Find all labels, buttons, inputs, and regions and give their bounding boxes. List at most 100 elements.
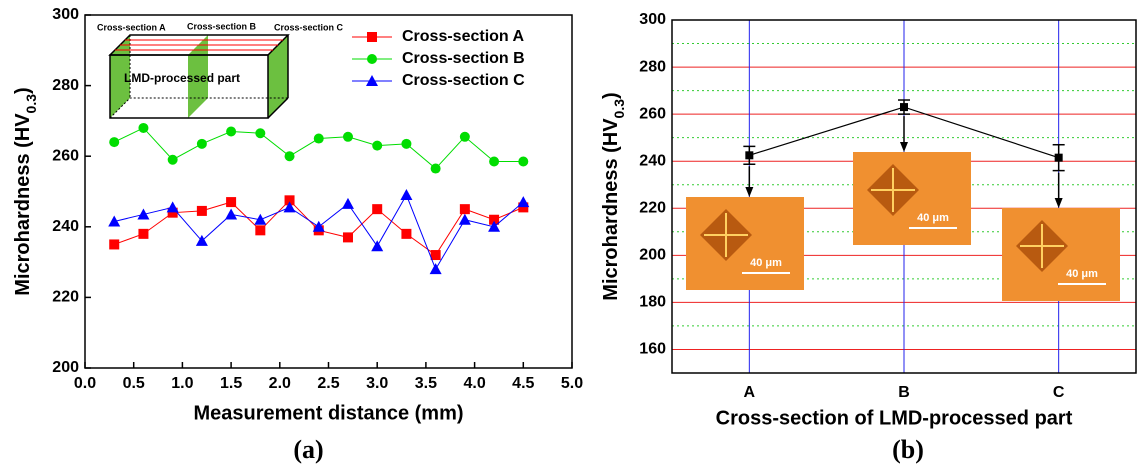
marker	[109, 137, 120, 148]
x-tick-label: 0.5	[123, 375, 145, 392]
x-tick-label: 2.5	[317, 375, 339, 392]
panel-label: (a)	[293, 435, 323, 464]
x-tick-label: 3.0	[366, 375, 388, 392]
panel-label: (b)	[892, 435, 924, 464]
marker	[254, 213, 267, 225]
inset-schematic: Cross-section A Cross-section B Cross-se…	[97, 21, 344, 119]
marker	[489, 214, 500, 225]
x-tick-label: 4.0	[463, 375, 485, 392]
point	[900, 103, 908, 112]
marker	[166, 201, 179, 213]
y-tick-label: 220	[52, 289, 79, 306]
marker	[226, 197, 237, 208]
x-tick-label: C	[1053, 384, 1065, 401]
y-axis-label-part: )	[12, 87, 34, 94]
y-tick-label: 180	[639, 294, 666, 311]
marker	[401, 228, 412, 239]
marker	[517, 196, 530, 208]
scale-label: 40 μm	[750, 257, 782, 269]
micrograph	[686, 197, 804, 290]
marker	[342, 232, 353, 243]
x-tick-label: 1.5	[220, 375, 242, 392]
marker	[196, 205, 207, 216]
y-axis-label-part: 0.3	[611, 99, 627, 119]
point	[745, 151, 754, 160]
marker	[367, 32, 377, 42]
x-axis-label: Cross-section of LMD-processed part	[716, 407, 1073, 429]
marker	[429, 263, 442, 275]
marker	[138, 228, 149, 239]
marker	[255, 225, 266, 236]
box-front	[109, 54, 269, 119]
marker	[518, 156, 529, 167]
marker	[489, 156, 500, 167]
legend-label: Cross-section B	[402, 50, 525, 67]
marker	[488, 220, 501, 232]
y-tick-label: 200	[52, 359, 79, 376]
marker	[372, 204, 383, 215]
plot-frame	[671, 19, 1137, 374]
marker	[138, 122, 149, 133]
legend-label: Cross-section C	[402, 72, 525, 89]
marker	[255, 128, 266, 139]
legend-label: Cross-section A	[402, 28, 525, 45]
micrograph	[853, 152, 971, 245]
x-tick-label: 3.5	[415, 375, 437, 392]
marker	[195, 234, 208, 246]
marker	[137, 208, 150, 220]
y-tick-label: 160	[639, 341, 666, 358]
marker	[400, 189, 413, 201]
marker	[430, 163, 441, 174]
marker	[226, 126, 237, 137]
marker	[108, 215, 121, 227]
y-axis-label-part: Microhardness (HV	[600, 118, 622, 301]
y-axis-label-part: 0.3	[23, 94, 39, 114]
marker	[283, 201, 296, 213]
y-tick-label: 200	[639, 247, 666, 264]
y-tick-label: 260	[639, 105, 666, 122]
x-tick-label: 4.5	[512, 375, 534, 392]
marker	[167, 154, 178, 165]
x-tick-label: 0.0	[74, 375, 96, 392]
y-tick-label: 220	[639, 199, 666, 216]
y-tick-label: 240	[52, 218, 79, 235]
marker	[342, 131, 353, 142]
arrow-head	[1054, 198, 1063, 208]
plot-frame	[84, 14, 573, 369]
marker	[372, 140, 383, 151]
marker	[430, 250, 441, 261]
scale-label: 40 μm	[1066, 268, 1098, 280]
inset-label: Cross-section C	[274, 22, 344, 32]
marker	[109, 239, 120, 250]
x-tick-label: 2.0	[269, 375, 291, 392]
point	[1054, 153, 1063, 162]
marker	[371, 240, 384, 252]
x-tick-label: 1.0	[171, 375, 193, 392]
slab	[268, 35, 288, 118]
box-hidden	[109, 97, 288, 119]
scale-label: 40 μm	[917, 212, 949, 224]
marker	[284, 195, 295, 206]
x-tick-label: A	[744, 384, 756, 401]
marker	[518, 202, 529, 213]
y-tick-label: 260	[52, 147, 79, 164]
marker	[225, 208, 238, 220]
marker	[459, 131, 470, 142]
marker	[167, 207, 178, 218]
y-tick-label: 240	[639, 152, 666, 169]
marker	[341, 197, 354, 209]
y-axis-label-part: Microhardness (HV	[12, 113, 34, 296]
marker	[367, 54, 377, 64]
marker	[312, 220, 325, 232]
marker	[459, 204, 470, 215]
y-tick-label: 280	[52, 77, 79, 94]
marker	[401, 138, 412, 149]
x-axis-label: Measurement distance (mm)	[193, 402, 463, 424]
inset-label: Cross-section A	[97, 22, 166, 32]
inset-label: LMD-processed part	[124, 71, 240, 85]
x-tick-label: 5.0	[561, 375, 583, 392]
marker	[196, 138, 207, 149]
marker	[284, 151, 295, 162]
arrow-head	[900, 142, 908, 152]
